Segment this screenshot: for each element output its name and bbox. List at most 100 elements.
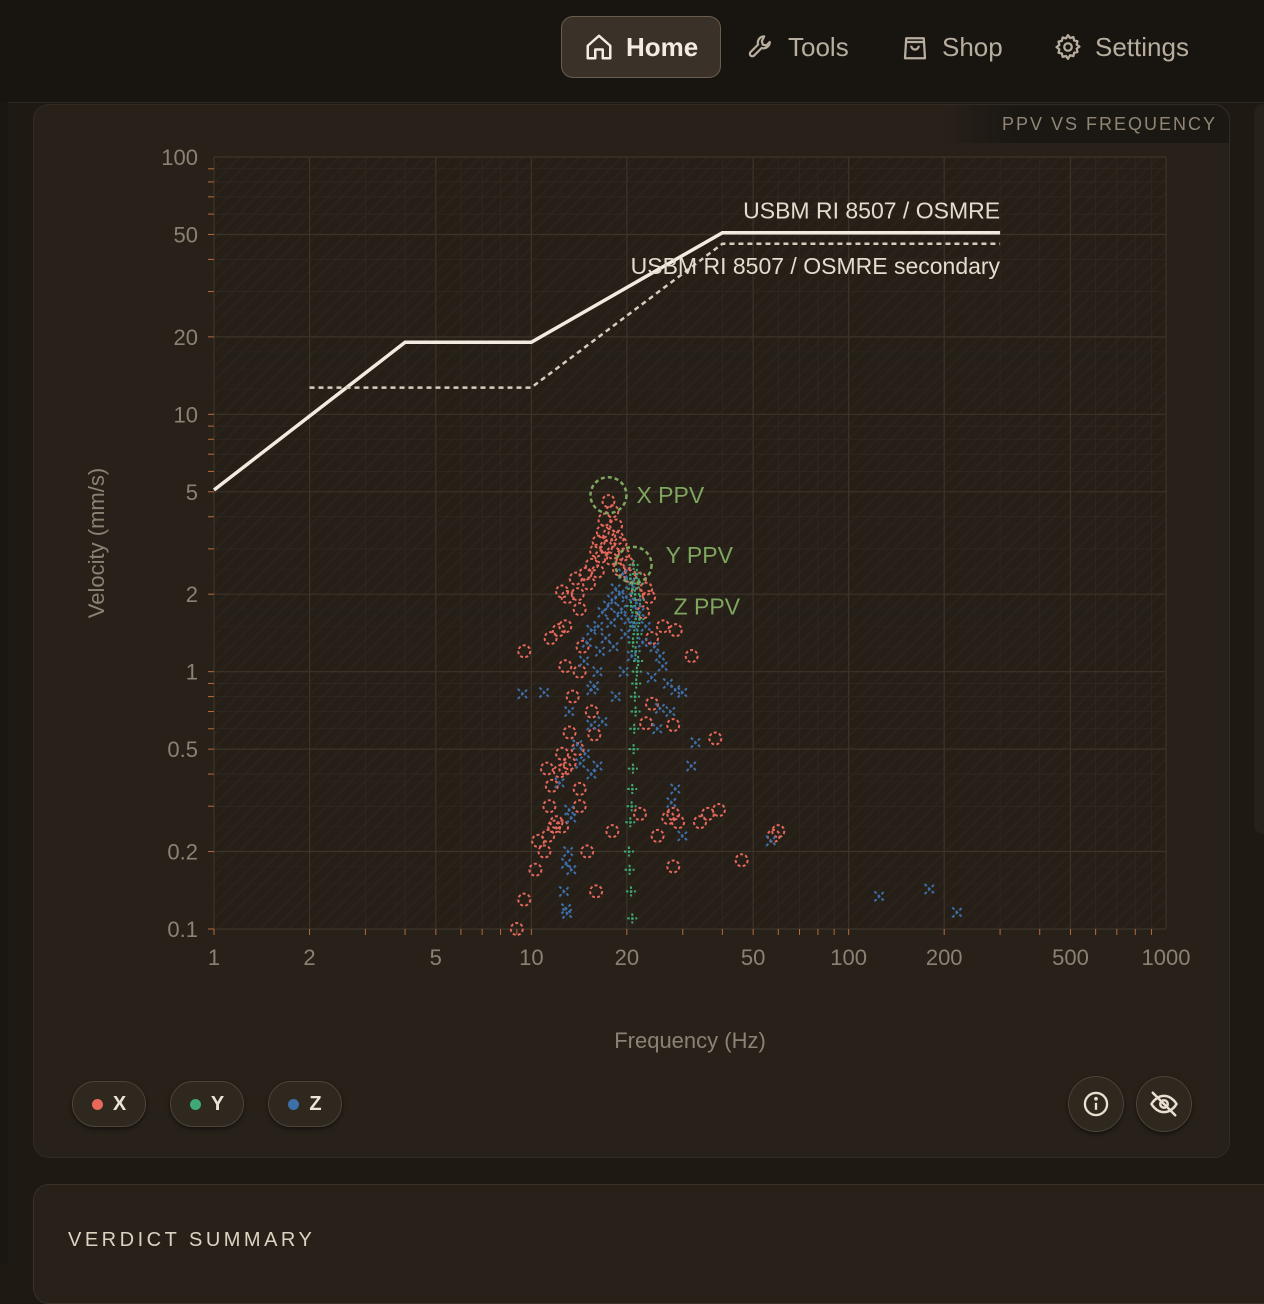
point-z [654, 650, 667, 662]
point-z [651, 723, 664, 735]
point-x [565, 689, 580, 704]
info-button[interactable] [1068, 1076, 1124, 1132]
data-points [509, 494, 964, 936]
legend-label-z: Z [309, 1092, 322, 1115]
point-x [537, 844, 552, 859]
point-x [570, 742, 585, 757]
x-tick-label: 500 [1052, 945, 1089, 970]
point-z [616, 603, 628, 615]
point-z [606, 594, 619, 606]
point-y [633, 578, 644, 589]
point-x [623, 569, 638, 584]
point-x [684, 649, 699, 664]
point-z [560, 857, 573, 870]
point-x [594, 549, 609, 564]
usbm-limit-label: USBM RI 8507 / OSMRE [743, 198, 1000, 224]
usbm-secondary-limit-label: USBM RI 8507 / OSMRE secondary [631, 253, 1001, 279]
y-tick-label: 0.1 [167, 917, 198, 942]
x-tick-label: 1 [208, 945, 220, 970]
nav-shop[interactable]: Shop [878, 16, 1025, 78]
nav-settings-label: Settings [1095, 31, 1189, 62]
nav-settings[interactable]: Settings [1031, 16, 1211, 78]
point-x [601, 494, 616, 509]
x-tick-label: 100 [830, 945, 867, 970]
legend-label-y: Y [210, 1092, 225, 1115]
ppv-label-y: Y PPV [666, 542, 734, 568]
y-tick-label: 1 [186, 660, 198, 685]
point-x [632, 806, 647, 821]
point-z [631, 597, 643, 609]
point-x [711, 803, 726, 818]
point-x [558, 659, 573, 674]
grid [213, 156, 1167, 930]
point-x [517, 892, 532, 907]
point-z [621, 591, 633, 603]
point-x [562, 756, 577, 771]
point-x [558, 619, 573, 634]
nav-tools-label: Tools [788, 31, 849, 62]
point-y [629, 691, 640, 702]
point-z [563, 804, 576, 816]
point-x [589, 884, 604, 899]
point-y [627, 583, 638, 594]
point-z [586, 719, 598, 731]
point-z [560, 902, 573, 915]
point-x [547, 819, 562, 834]
point-z [578, 655, 591, 667]
point-z [605, 616, 618, 629]
point-x [539, 761, 554, 776]
point-x [595, 524, 610, 539]
legend-chip-y[interactable]: Y [170, 1081, 244, 1127]
point-z [765, 835, 777, 847]
point-x [543, 631, 558, 646]
ppv-frequency-chart: 1 2 5 10 20 50 100 200 500 1000 0.1 0.2 0.5 1 2 5 10 20 50… [84, 145, 1190, 1053]
point-x [591, 534, 606, 549]
shopping-bag-icon [903, 37, 927, 60]
point-z [654, 702, 667, 715]
point-z [669, 783, 682, 795]
point-x [671, 815, 686, 830]
point-x [661, 810, 676, 825]
point-z [562, 845, 575, 858]
point-z [677, 686, 689, 699]
point-z [657, 660, 669, 672]
info-icon [1083, 1091, 1109, 1117]
point-x [597, 512, 612, 527]
point-x [612, 562, 627, 577]
point-z [517, 688, 529, 700]
point-y [624, 864, 635, 875]
point-x [668, 623, 683, 638]
point-z [619, 628, 632, 640]
legend-chip-z[interactable]: Z [268, 1081, 342, 1127]
point-z [873, 890, 886, 902]
x-tick-label: 5 [430, 945, 442, 970]
point-z [586, 624, 598, 636]
point-x [639, 716, 654, 731]
point-z [649, 641, 661, 653]
point-y [633, 656, 644, 667]
point-y [630, 706, 641, 717]
nav-home[interactable]: Home [561, 16, 722, 78]
point-x [551, 623, 566, 638]
point-z [608, 641, 620, 653]
point-z [594, 645, 607, 657]
point-x [541, 828, 556, 843]
point-z [538, 686, 551, 699]
point-x [575, 639, 590, 654]
x-tick-label: 20 [615, 945, 639, 970]
point-x [568, 571, 583, 586]
card-tag: PPV VS FREQUENCY [941, 105, 1229, 143]
nav-shop-label: Shop [942, 31, 1003, 62]
point-x [584, 704, 599, 719]
nav-tools[interactable]: Tools [724, 16, 871, 78]
ppv-label-x: X PPV [636, 482, 704, 508]
point-x [528, 862, 543, 877]
point-z [634, 606, 646, 619]
hide-button[interactable] [1136, 1076, 1192, 1132]
point-x [509, 922, 524, 936]
legend-chip-x[interactable]: X [72, 1081, 146, 1127]
point-x [639, 581, 654, 596]
axes: 1 2 5 10 20 50 100 200 500 1000 0.1 0.2 0.5 1 2 5 10 20 50… [161, 145, 1190, 970]
point-y [629, 723, 640, 734]
ppv-marker-x [589, 475, 628, 515]
